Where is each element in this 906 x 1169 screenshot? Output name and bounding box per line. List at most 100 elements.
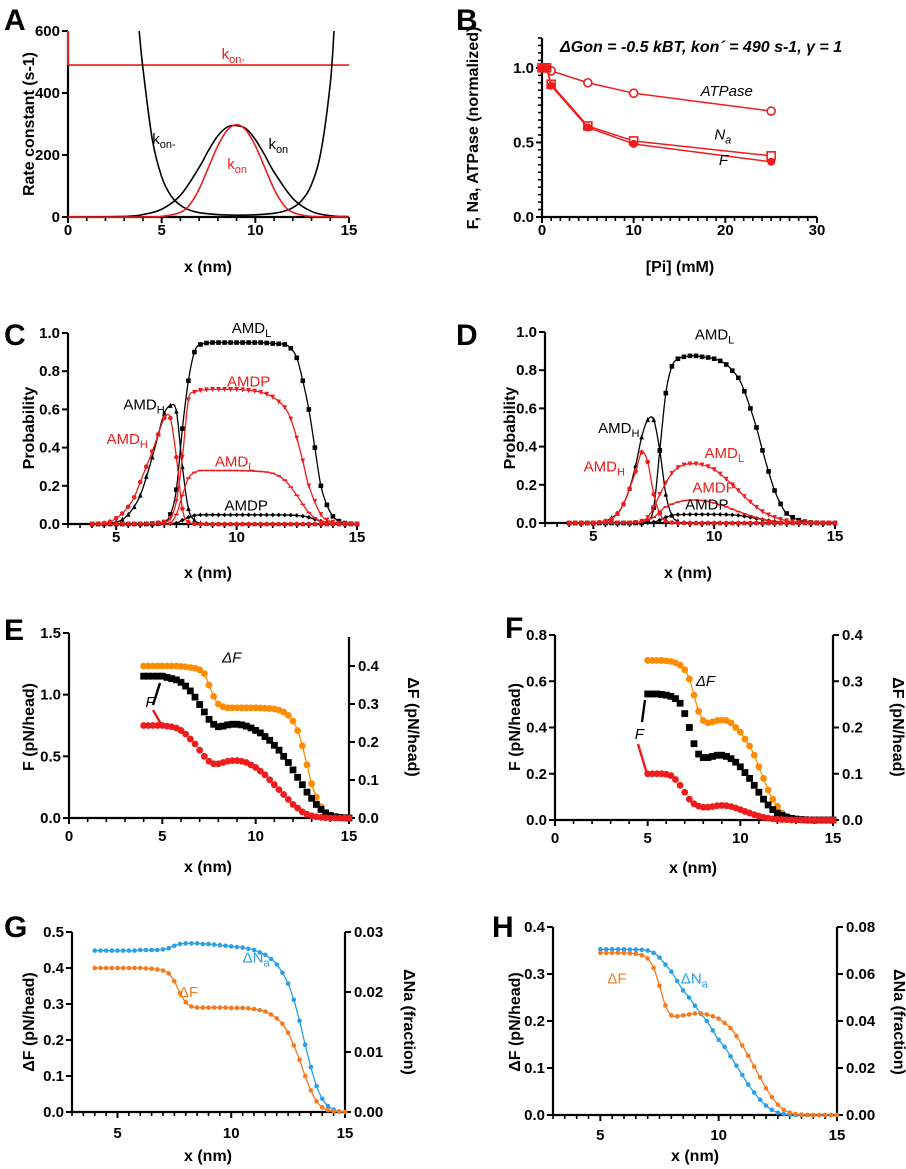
data-point <box>760 509 765 515</box>
data-point <box>294 435 300 441</box>
data-point <box>276 521 282 527</box>
data-point <box>143 464 149 470</box>
data-point <box>681 666 689 674</box>
data-point <box>210 340 215 345</box>
data-point <box>132 965 137 971</box>
data-point <box>728 1025 733 1031</box>
data-point <box>206 1005 211 1010</box>
data-point <box>234 521 239 527</box>
data-point <box>672 776 679 783</box>
data-point <box>828 1112 834 1118</box>
data-point <box>174 408 179 414</box>
data-point <box>210 387 215 393</box>
data-point <box>644 690 652 698</box>
data-point <box>119 511 125 516</box>
x-axis-title: x (nm) <box>664 565 712 582</box>
data-point <box>280 752 288 760</box>
x-tick-label: 10 <box>706 528 723 545</box>
data-point <box>808 522 814 524</box>
data-point <box>306 511 312 514</box>
data-point <box>722 1020 727 1026</box>
data-point <box>210 469 215 472</box>
data-point <box>143 523 149 525</box>
data-point <box>669 513 675 518</box>
x-tick-label: 10 <box>732 830 749 847</box>
y-tick-label: 0.4 <box>526 720 548 737</box>
data-point <box>211 942 217 947</box>
data-point <box>95 523 101 525</box>
y-tick-label: 0.3 <box>43 996 64 1013</box>
x-tick-label: 10 <box>625 222 642 239</box>
data-point <box>736 375 741 381</box>
data-point <box>723 505 729 508</box>
data-point <box>149 662 157 670</box>
annotation-label: AMDH <box>598 420 639 440</box>
x-axis-title: x (nm) <box>184 259 232 276</box>
data-point <box>342 1109 348 1115</box>
panel-letter: B <box>456 4 478 37</box>
annotation-subscript: L <box>265 328 271 340</box>
data-point <box>246 1006 251 1011</box>
x-axis-title: x (nm) <box>184 859 232 876</box>
data-point <box>740 1043 745 1048</box>
label-leader-red <box>636 743 649 775</box>
annotation-subscript: a <box>725 134 731 146</box>
data-point <box>258 340 263 345</box>
data-point <box>669 969 674 974</box>
data-point <box>192 513 197 518</box>
data-point <box>787 1110 792 1115</box>
data-point <box>687 499 693 501</box>
y-right-tick-label: 0.1 <box>358 772 379 789</box>
annotation-label: kon- <box>222 46 246 66</box>
data-point <box>246 512 251 518</box>
annotation-label: ΔF <box>221 650 242 667</box>
y-tick-label: 200 <box>35 147 60 164</box>
data-point <box>603 950 609 956</box>
data-point <box>189 941 194 946</box>
data-point <box>125 523 131 525</box>
data-point <box>736 728 744 736</box>
data-point <box>681 788 689 796</box>
data-point <box>261 733 269 740</box>
y-tick-label: 0.0 <box>526 812 547 829</box>
data-point <box>268 1012 274 1017</box>
data-point <box>772 488 777 493</box>
data-point <box>174 513 179 516</box>
data-point <box>285 1030 291 1036</box>
data-point <box>790 514 796 520</box>
data-point <box>781 1111 787 1117</box>
data-point <box>222 387 227 393</box>
data-point <box>811 1112 816 1118</box>
data-point <box>289 801 297 808</box>
data-point <box>653 690 661 698</box>
data-point <box>627 522 632 524</box>
x-tick-label: 10 <box>228 529 245 546</box>
data-point <box>781 1107 787 1113</box>
annotation-label: ΔF <box>695 673 716 690</box>
annotation-main: k <box>222 46 230 63</box>
data-point <box>330 514 336 519</box>
x-tick-label: 15 <box>349 529 366 546</box>
data-point <box>162 410 167 416</box>
x-tick-label: 15 <box>341 222 358 239</box>
data-point <box>270 741 278 749</box>
y-tick-label: 0.8 <box>39 363 60 380</box>
data-point <box>282 512 288 518</box>
data-point <box>772 514 777 521</box>
data-point <box>103 948 109 953</box>
data-point <box>698 1011 704 1016</box>
x-tick-label: 20 <box>717 222 734 239</box>
data-point <box>662 691 670 699</box>
data-point <box>734 1033 739 1039</box>
data-point <box>784 521 789 524</box>
data-point <box>224 721 232 729</box>
annotation-label: AMDH <box>584 458 625 478</box>
x-axis-title: x (nm) <box>184 565 232 582</box>
data-point <box>705 512 711 517</box>
data-point <box>285 981 291 986</box>
data-point <box>172 676 180 684</box>
x-tick-label: 15 <box>341 828 358 845</box>
data-point <box>717 471 723 477</box>
data-point <box>639 947 645 953</box>
data-point <box>294 804 302 812</box>
